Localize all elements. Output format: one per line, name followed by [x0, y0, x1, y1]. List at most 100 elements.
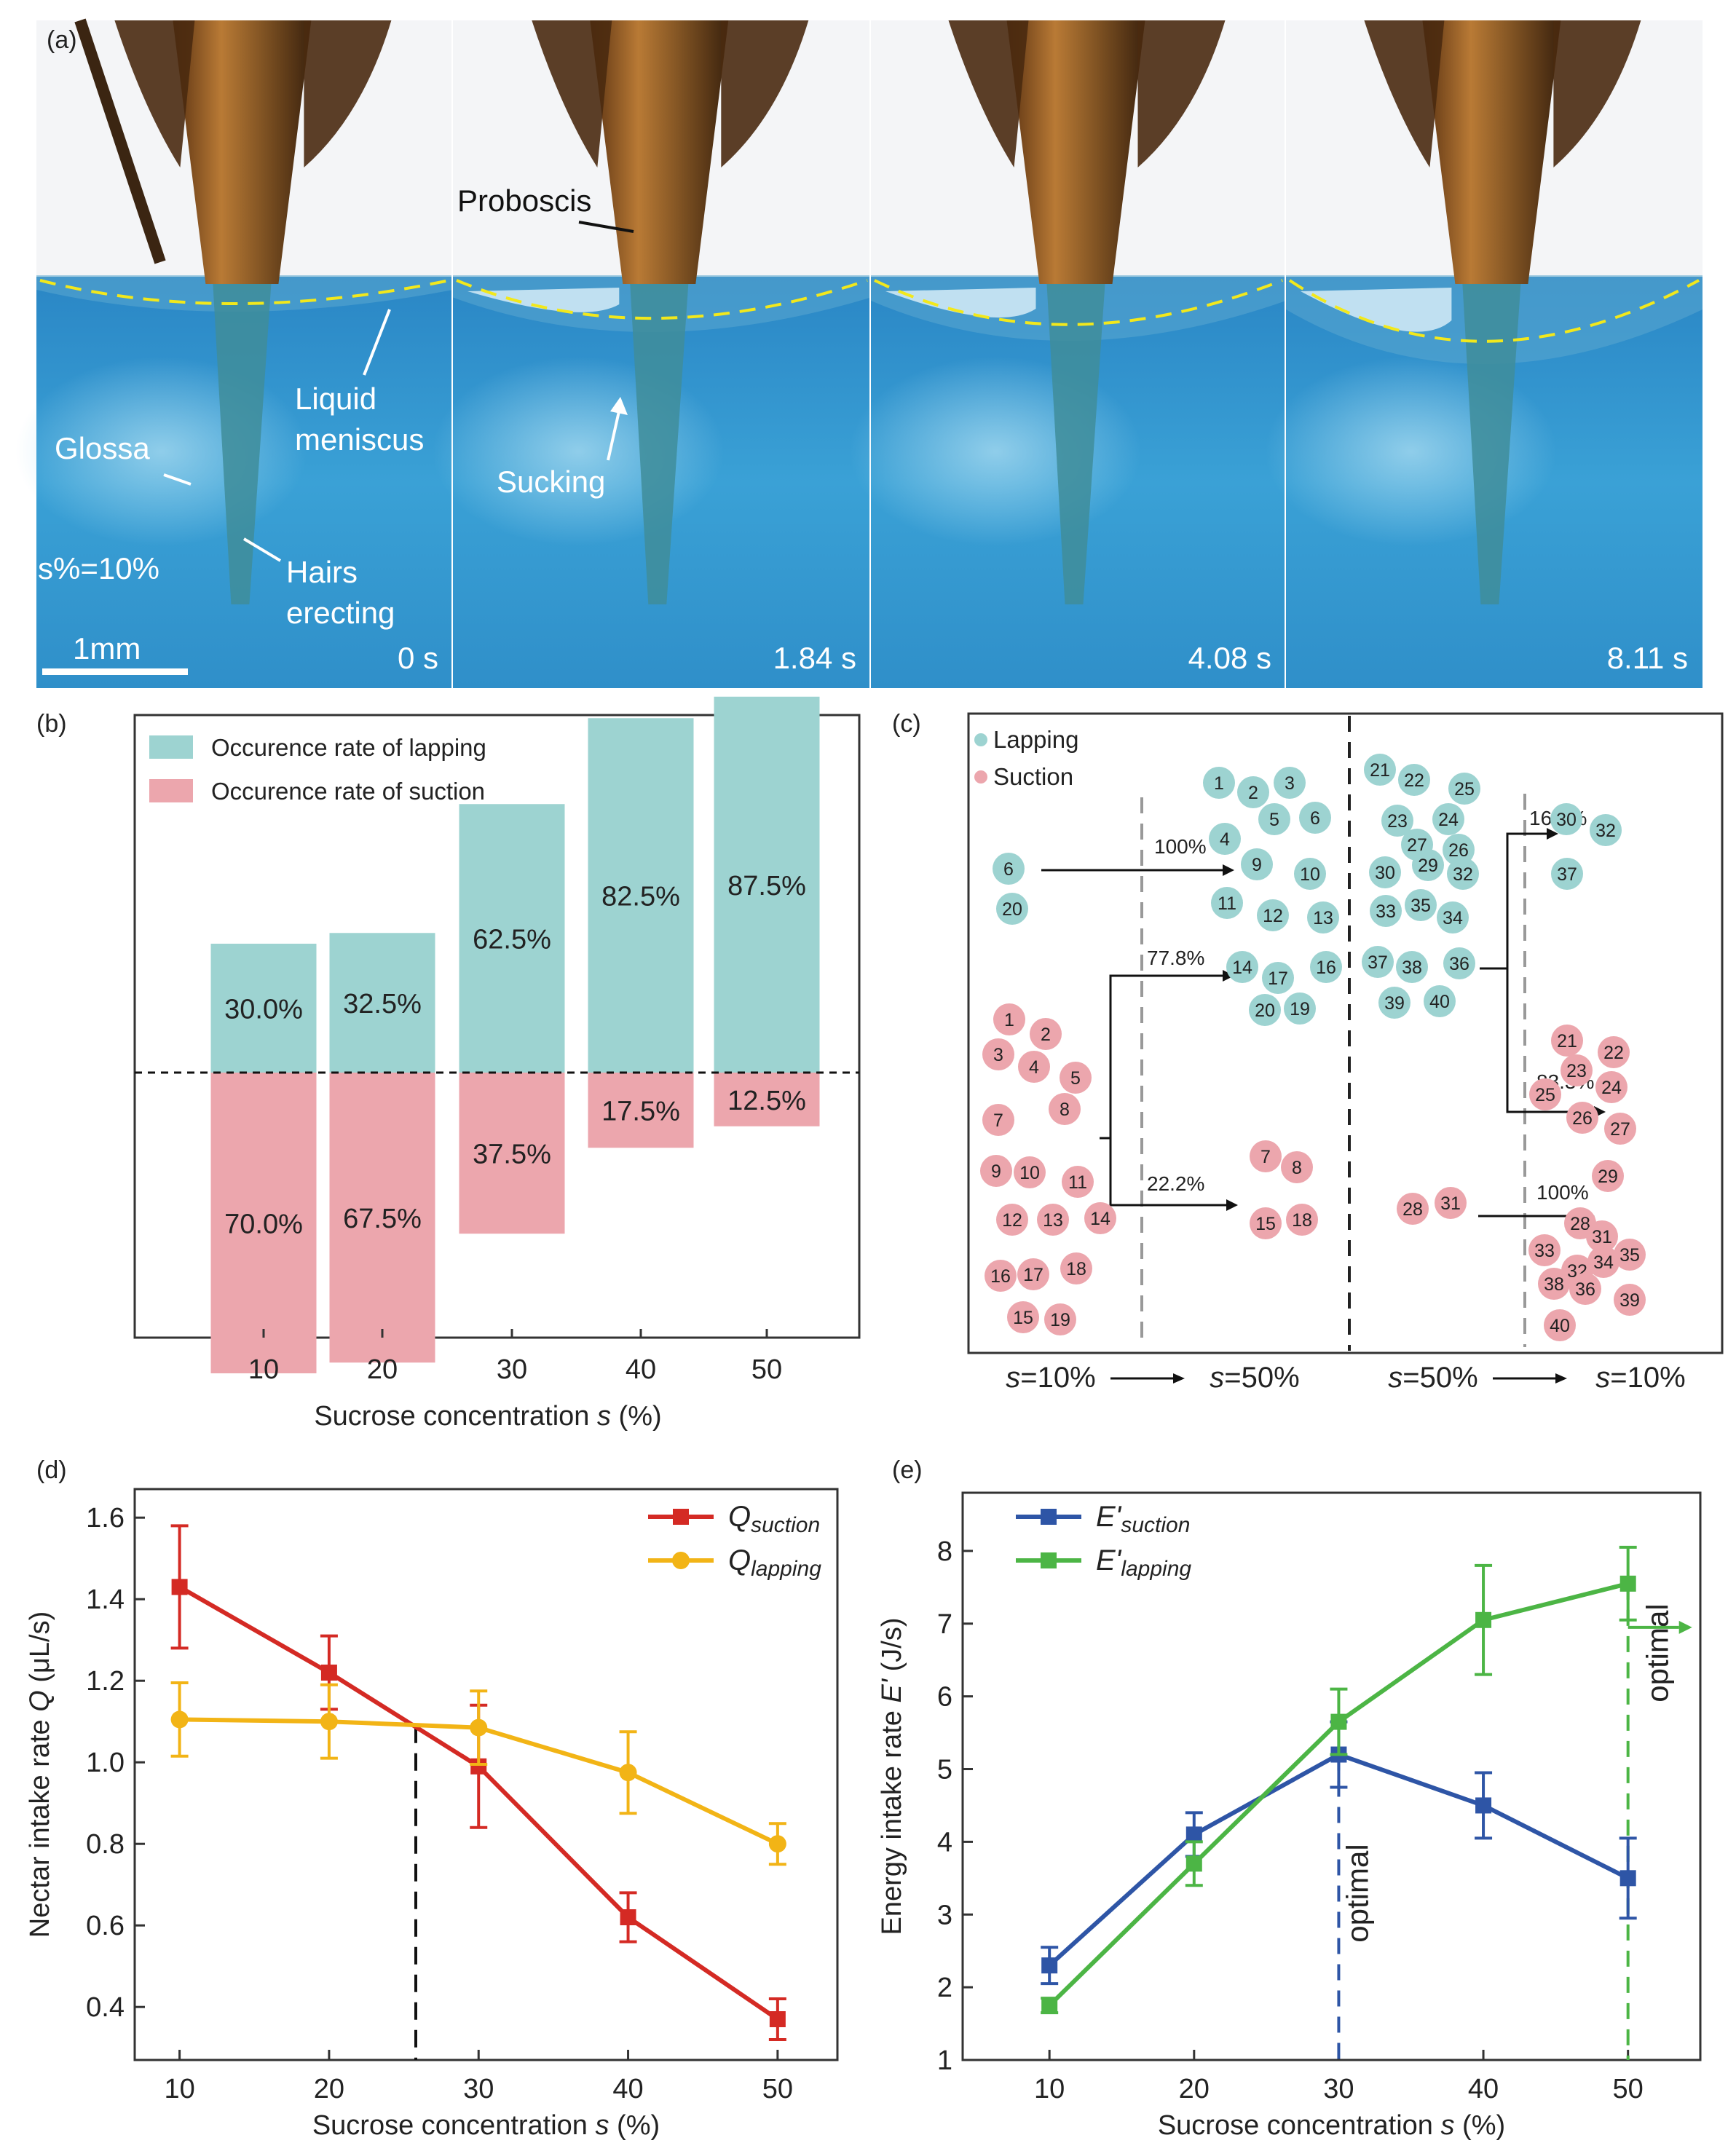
- individual-lapping: [1448, 773, 1480, 805]
- individual-suction: [1587, 1246, 1619, 1278]
- y-tick-label: 2: [937, 1973, 952, 2003]
- individual-id: 40: [1550, 1316, 1570, 1336]
- individual-id: 4: [1029, 1057, 1039, 1078]
- legend-dot-suction: [974, 770, 987, 784]
- label-hairs: Hairs: [286, 555, 358, 589]
- individual-id: 24: [1601, 1078, 1622, 1098]
- data-point-suction: [1475, 1797, 1492, 1814]
- x-tick-label: 10: [248, 1354, 279, 1385]
- y-tick-label: 3: [937, 1900, 952, 1930]
- y-tick-label: 0.8: [86, 1829, 125, 1860]
- individual-lapping: [1299, 802, 1331, 834]
- data-point-lapping: [1185, 1855, 1202, 1872]
- individual-id: 16: [1316, 958, 1336, 978]
- glossa: [213, 284, 272, 604]
- individual-id: 11: [1218, 893, 1236, 914]
- individual-lapping: [1258, 803, 1290, 835]
- y-tick-label: 1.2: [86, 1666, 125, 1697]
- individual-id: 25: [1535, 1085, 1555, 1105]
- y-tick-label: 1.0: [86, 1748, 125, 1778]
- data-point-lapping: [320, 1713, 338, 1731]
- panel-d-label: (d): [36, 1456, 67, 1484]
- individual-suction: [1598, 1036, 1630, 1068]
- individual-id: 20: [1002, 899, 1022, 920]
- individual-suction: [1014, 1156, 1046, 1188]
- data-label-lapping: 62.5%: [473, 925, 551, 955]
- individual-id: 28: [1402, 1199, 1423, 1220]
- individual-lapping: [1310, 951, 1342, 983]
- individual-suction: [1030, 1018, 1062, 1050]
- panel-e-label: (e): [892, 1456, 923, 1484]
- x-tick-label: 10: [1034, 2074, 1065, 2104]
- individual-suction: [1007, 1301, 1039, 1333]
- individual-lapping: [1209, 823, 1241, 855]
- y-axis-label: Energy intake rate E' (J/s): [877, 1617, 907, 1935]
- pointer-sucking: [607, 411, 620, 461]
- photo-frame-3: 8.11 s: [1265, 20, 1703, 688]
- panel-a-label: (a): [47, 26, 77, 54]
- individual-lapping: [1257, 899, 1289, 931]
- individual-id: 29: [1418, 856, 1438, 876]
- data-point-lapping: [1475, 1611, 1492, 1628]
- panel-b-label: (b): [36, 710, 67, 738]
- bar-lapping: [210, 944, 317, 1073]
- x-tick-label: 20: [314, 2074, 344, 2104]
- individual-suction: [1551, 1025, 1583, 1057]
- reflection: [1301, 288, 1452, 332]
- individual-id: 18: [1292, 1210, 1312, 1231]
- individual-suction: [1614, 1239, 1646, 1271]
- data-label-lapping: 82.5%: [601, 882, 680, 912]
- individual-id: 23: [1387, 811, 1408, 832]
- legend-label-suction: Qsuction: [728, 1501, 820, 1537]
- transition-rate: 100%: [1536, 1181, 1589, 1204]
- individual-id: 30: [1556, 810, 1577, 830]
- individual-lapping: [1237, 776, 1269, 808]
- x-label-right-end: s=10%: [1595, 1362, 1685, 1394]
- data-point-lapping: [170, 1710, 189, 1729]
- individual-id: 12: [1002, 1210, 1022, 1231]
- mouthpart-left: [532, 20, 612, 167]
- data-point-suction: [1041, 1957, 1058, 1974]
- frame-time: 1.84 s: [773, 641, 856, 675]
- individual-suction: [1528, 1234, 1561, 1266]
- x-tick-label: 40: [626, 1354, 656, 1385]
- individual-suction: [993, 1003, 1025, 1035]
- mouthpart-right: [1137, 20, 1226, 167]
- individual-lapping: [1370, 895, 1402, 927]
- label-proboscis: Proboscis: [457, 183, 591, 218]
- individual-lapping: [1378, 987, 1410, 1019]
- glossa: [1046, 284, 1105, 604]
- individual-id: 7: [993, 1110, 1003, 1131]
- meniscus-line: [1288, 279, 1700, 343]
- legend-swatch-lapping: [149, 735, 193, 759]
- scale-bar: [42, 668, 188, 675]
- individual-id: 39: [1619, 1290, 1640, 1311]
- individual-lapping: [1396, 951, 1428, 983]
- individual-id: 14: [1090, 1209, 1110, 1229]
- mouthpart-left: [114, 20, 195, 167]
- individual-lapping: [1262, 962, 1294, 994]
- mouthpart-right: [1553, 20, 1641, 167]
- frame-time: 4.08 s: [1188, 641, 1271, 675]
- x-tick-label: 10: [164, 2074, 194, 2104]
- legend-label-lapping: Lapping: [993, 726, 1078, 753]
- individual-id: 38: [1402, 958, 1422, 978]
- data-point-lapping: [1330, 1713, 1347, 1730]
- pointer-hairs: [242, 537, 282, 562]
- legend: Occurence rate of lapping Occurence rate…: [149, 734, 486, 805]
- individual-id: 21: [1370, 760, 1390, 781]
- data-point-lapping: [1041, 1997, 1058, 2014]
- label-concentration: s%=10%: [38, 551, 159, 585]
- individual-id: 7: [1260, 1147, 1271, 1167]
- data-label-suction: 12.5%: [727, 1086, 806, 1116]
- data-point-lapping: [619, 1764, 637, 1782]
- y-tick-label: 0.6: [86, 1911, 125, 1941]
- individual-id: 6: [1310, 808, 1320, 829]
- bar-suction: [714, 1073, 820, 1126]
- data-point-suction: [1185, 1826, 1202, 1843]
- individual-lapping: [1369, 856, 1401, 888]
- individual-id: 2: [1248, 783, 1258, 803]
- individual-lapping: [1412, 849, 1444, 881]
- data-label-suction: 17.5%: [601, 1097, 680, 1127]
- individual-id: 31: [1440, 1193, 1461, 1214]
